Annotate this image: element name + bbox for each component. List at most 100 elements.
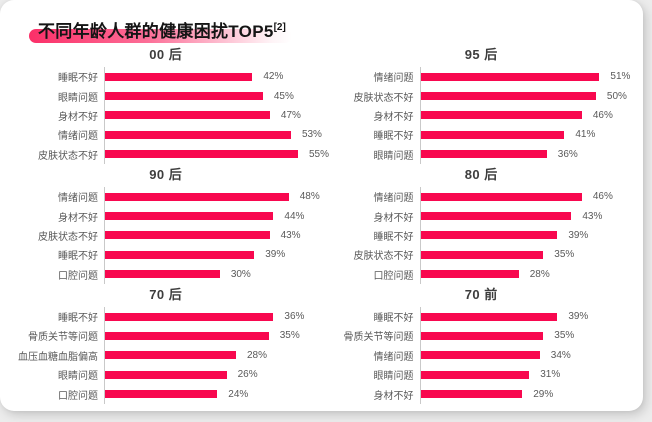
chart-title: 00 后 xyxy=(149,47,183,62)
bar-track: 48% xyxy=(104,186,320,207)
value-label: 39% xyxy=(568,229,589,241)
category-label: 骨质关节等问题 xyxy=(28,332,98,344)
category-label: 眼睛问题 xyxy=(58,371,98,383)
bar-track: 47% xyxy=(104,105,316,126)
bar-track: 39% xyxy=(104,245,316,265)
category-label: 身材不好 xyxy=(58,212,98,224)
bar xyxy=(420,150,547,159)
value-label: 31% xyxy=(540,369,561,381)
bar-row: 情绪问题 34% xyxy=(332,345,632,366)
category-label: 血压血糖血脂偏高 xyxy=(18,351,98,363)
value-label: 34% xyxy=(550,349,571,361)
bar-track: 35% xyxy=(104,326,316,346)
bar xyxy=(105,312,274,321)
value-label: 46% xyxy=(592,191,613,203)
category-label: 情绪问题 xyxy=(373,193,414,205)
category-label: 情绪问题 xyxy=(373,351,414,363)
value-label: 48% xyxy=(299,191,320,203)
bar-row: 眼睛问题 26% xyxy=(16,365,316,385)
age-group-chart-4: 70 后睡眠不好 36% 骨质关节等问题 35% 血压血糖血脂偏高 28% 眼睛问题 26% 口… xyxy=(16,286,316,404)
category-label: 情绪问题 xyxy=(58,131,98,143)
bar-track: 43% xyxy=(419,206,632,226)
bar-track: 39% xyxy=(419,225,632,246)
category-label: 睡眠不好 xyxy=(373,131,414,143)
bar xyxy=(105,212,274,221)
value-label: 24% xyxy=(228,388,249,400)
bar xyxy=(105,250,255,259)
bar xyxy=(420,390,523,399)
bar-row: 眼睛问题 31% xyxy=(332,365,632,385)
bar-row: 身材不好 44% xyxy=(16,206,316,226)
bar-row: 眼睛问题 36% xyxy=(332,144,632,164)
bar-track: 45% xyxy=(104,86,316,106)
bar-row: 身材不好 43% xyxy=(332,206,632,226)
bar-track: 34% xyxy=(419,345,632,366)
category-label: 身材不好 xyxy=(373,111,414,123)
bar xyxy=(420,270,519,279)
chart-title: 80 后 xyxy=(464,166,498,182)
bar xyxy=(420,231,558,240)
age-group-chart-3: 80 后情绪问题 46% 身材不好 43% 睡眠不好 39% 皮肤状态不好 35% 口腔问题 28… xyxy=(332,166,632,284)
category-label: 睡眠不好 xyxy=(373,313,414,325)
value-label: 55% xyxy=(308,148,329,160)
bar-row: 情绪问题 53% xyxy=(16,125,322,145)
age-group-chart-0: 00 后睡眠不好 42% 眼睛问题 45% 身材不好 47% 情绪问题 53% 皮肤状态不好 55… xyxy=(16,46,329,164)
bar-track: 43% xyxy=(104,225,316,246)
bar xyxy=(420,250,544,259)
page-title: 不同年龄人群的健康困扰TOP5[2] xyxy=(29,17,292,43)
category-label: 眼睛问题 xyxy=(373,150,414,162)
category-label: 睡眠不好 xyxy=(373,231,414,243)
value-label: 36% xyxy=(557,148,578,160)
bar-row: 皮肤状态不好 50% xyxy=(332,86,632,106)
bar-track: 51% xyxy=(419,67,632,87)
bar-row: 口腔问题 24% xyxy=(16,384,316,404)
category-label: 睡眠不好 xyxy=(58,313,98,325)
bar-row: 睡眠不好 39% xyxy=(16,245,316,265)
value-label: 43% xyxy=(280,229,301,241)
bar-row: 血压血糖血脂偏高 28% xyxy=(16,345,316,366)
category-label: 情绪问题 xyxy=(58,193,98,205)
value-label: 39% xyxy=(265,249,286,261)
bar-track: 50% xyxy=(419,86,632,106)
bar-track: 42% xyxy=(104,67,316,87)
bar-track: 44% xyxy=(104,206,316,226)
bar xyxy=(105,130,291,139)
age-group-chart-1: 95 后情绪问题 51% 皮肤状态不好 50% 身材不好 46% 睡眠不好 41% 眼睛问题 36… xyxy=(332,46,632,164)
category-label: 身材不好 xyxy=(373,212,414,224)
bar xyxy=(105,331,269,340)
infographic-card: 不同年龄人群的健康困扰TOP5[2] 00 后睡眠不好 42% 眼睛问题 45% 身材不… xyxy=(0,0,643,411)
value-label: 39% xyxy=(568,311,589,323)
bar-row: 骨质关节等问题 35% xyxy=(332,326,632,346)
value-label: 36% xyxy=(284,311,305,323)
title-footnote-marker: [2] xyxy=(273,22,286,33)
category-label: 骨质关节等问题 xyxy=(343,332,414,344)
value-label: 30% xyxy=(230,268,251,280)
bar-track: 28% xyxy=(104,345,316,366)
bar-row: 骨质关节等问题 35% xyxy=(16,326,316,346)
value-label: 28% xyxy=(246,349,267,361)
category-label: 睡眠不好 xyxy=(58,251,98,263)
chart-title: 90 后 xyxy=(149,166,183,182)
bar-row: 睡眠不好 39% xyxy=(332,225,632,246)
bar-track: 53% xyxy=(104,125,322,145)
bar-row: 身材不好 47% xyxy=(16,105,316,126)
bar-track: 26% xyxy=(104,365,316,385)
page-title-text: 不同年龄人群的健康困扰TOP5 xyxy=(38,22,274,41)
bar xyxy=(105,370,227,379)
bar xyxy=(420,370,530,379)
bar xyxy=(420,130,565,139)
bar xyxy=(420,312,558,321)
chart-title: 95 后 xyxy=(464,47,498,62)
age-group-chart-2: 90 后情绪问题 48% 身材不好 44% 皮肤状态不好 43% 睡眠不好 39% 口腔问题 30… xyxy=(16,166,320,284)
value-label: 45% xyxy=(273,90,294,102)
bar-track: 30% xyxy=(104,264,316,284)
bar-track: 46% xyxy=(419,105,632,126)
category-label: 皮肤状态不好 xyxy=(38,231,98,243)
category-label: 情绪问题 xyxy=(373,73,414,85)
bar-track: 39% xyxy=(419,306,632,327)
value-label: 53% xyxy=(301,129,322,141)
category-label: 身材不好 xyxy=(373,390,414,402)
bar xyxy=(105,92,263,101)
bar-row: 皮肤状态不好 35% xyxy=(332,245,632,265)
bar xyxy=(105,270,220,279)
